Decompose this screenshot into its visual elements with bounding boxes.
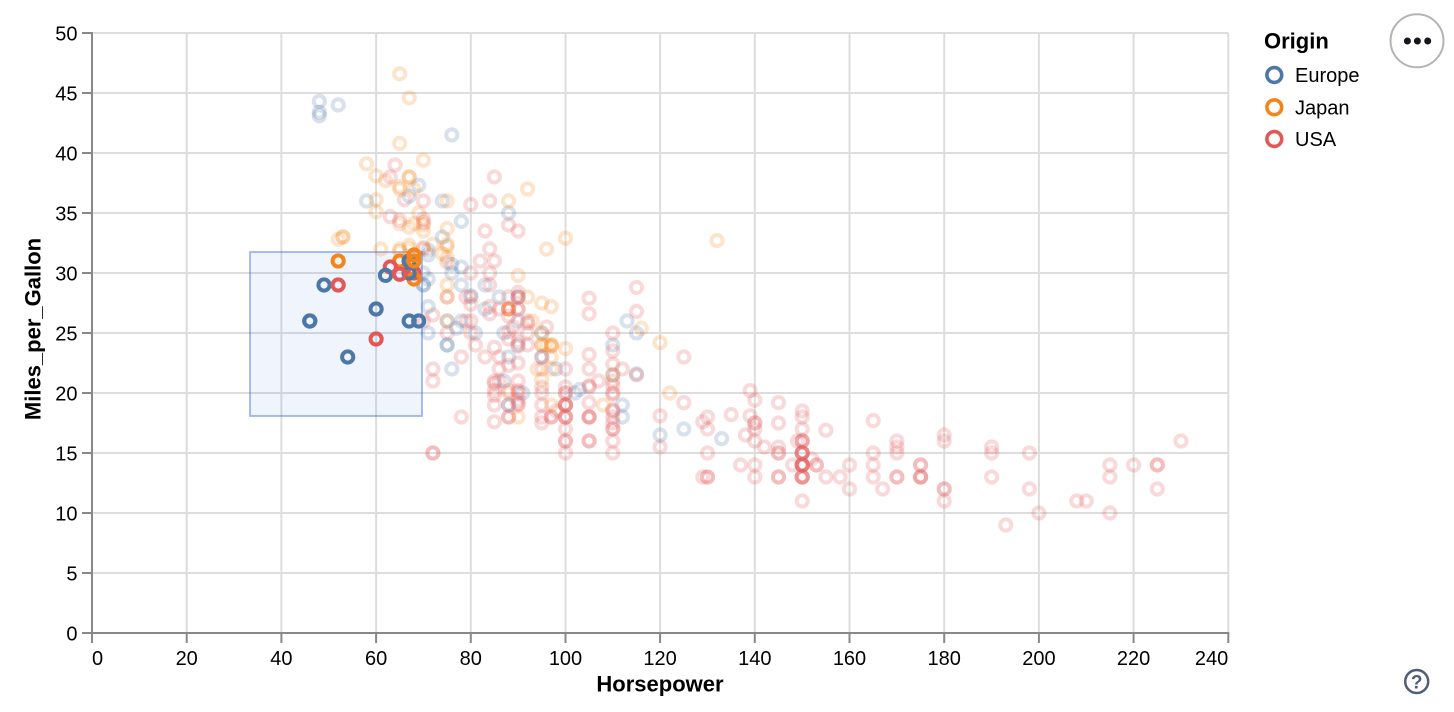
svg-text:80: 80 — [460, 648, 482, 670]
svg-text:?: ? — [1411, 673, 1423, 694]
svg-text:45: 45 — [55, 84, 77, 106]
svg-text:0: 0 — [92, 648, 103, 670]
svg-text:40: 40 — [55, 144, 77, 166]
svg-text:30: 30 — [55, 264, 77, 286]
svg-text:60: 60 — [365, 648, 387, 670]
svg-text:220: 220 — [1117, 648, 1150, 670]
svg-text:Europe: Europe — [1295, 65, 1360, 87]
svg-text:Origin: Origin — [1264, 29, 1329, 54]
svg-text:160: 160 — [833, 648, 866, 670]
svg-text:10: 10 — [55, 504, 77, 526]
svg-text:25: 25 — [55, 324, 77, 346]
svg-text:180: 180 — [928, 648, 961, 670]
svg-text:50: 50 — [55, 24, 77, 46]
svg-text:Horsepower: Horsepower — [596, 672, 724, 697]
svg-text:USA: USA — [1295, 129, 1337, 151]
svg-text:15: 15 — [55, 444, 77, 466]
svg-text:120: 120 — [643, 648, 676, 670]
svg-text:240: 240 — [1195, 648, 1228, 670]
svg-text:40: 40 — [270, 648, 292, 670]
svg-text:200: 200 — [1022, 648, 1055, 670]
svg-text:Miles_per_Gallon: Miles_per_Gallon — [21, 238, 46, 420]
svg-text:Japan: Japan — [1295, 97, 1350, 119]
svg-text:20: 20 — [176, 648, 198, 670]
svg-text:140: 140 — [738, 648, 771, 670]
svg-text:5: 5 — [66, 564, 77, 586]
svg-text:100: 100 — [549, 648, 582, 670]
svg-text:20: 20 — [55, 384, 77, 406]
svg-text:0: 0 — [66, 624, 77, 646]
svg-text:35: 35 — [55, 204, 77, 226]
